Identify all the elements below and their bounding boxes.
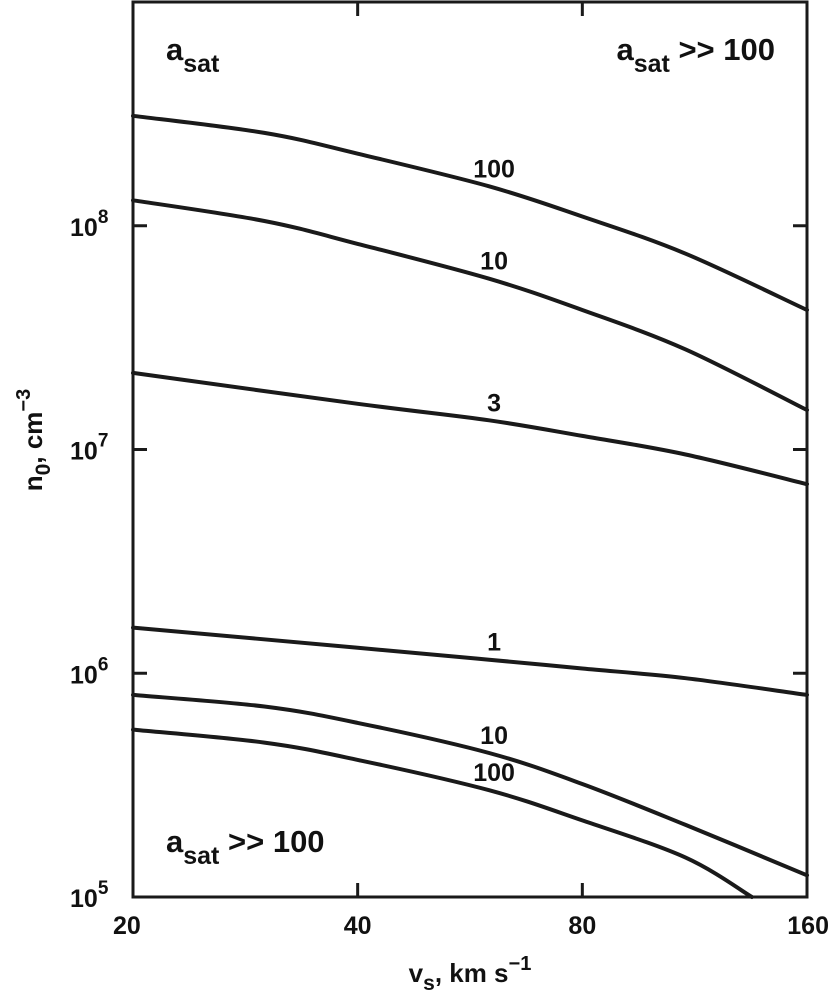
axis-ticks [131,2,809,899]
plot-frame [131,0,809,899]
curve-line [131,727,754,899]
curve-label: 1 [487,629,501,657]
curve-label: 3 [487,389,501,417]
region-annotation: asat >> 100 [616,32,775,78]
curve-line [131,625,809,697]
curve-line [131,692,809,878]
curve-line [131,370,809,487]
y-tick-label: 107 [70,431,108,466]
curve-line [131,198,809,413]
y-tick-label: 105 [70,878,109,913]
region-annotation: asat >> 100 [166,824,325,870]
x-tick-label: 80 [568,912,596,940]
curve-label: 10 [480,722,508,750]
y-axis-title: n0, cm−3 [13,389,55,491]
curve-label: 100 [473,155,515,183]
x-tick-label: 40 [344,912,372,940]
curve-line [131,113,809,312]
x-axis-title: vs, km s−1 [409,953,532,995]
x-tick-label: 160 [787,912,829,940]
x-tick-label: 20 [113,912,141,940]
y-tick-label: 106 [70,654,108,689]
region-annotation: asat [166,32,220,78]
curve-label: 10 [480,248,508,276]
curve-label: 100 [473,759,515,787]
y-tick-label: 108 [70,207,108,242]
curves [131,113,809,899]
labels: 20 40 80 160 105 106 107 108 100 10 3 1 10 100 asat asa… [13,32,829,995]
